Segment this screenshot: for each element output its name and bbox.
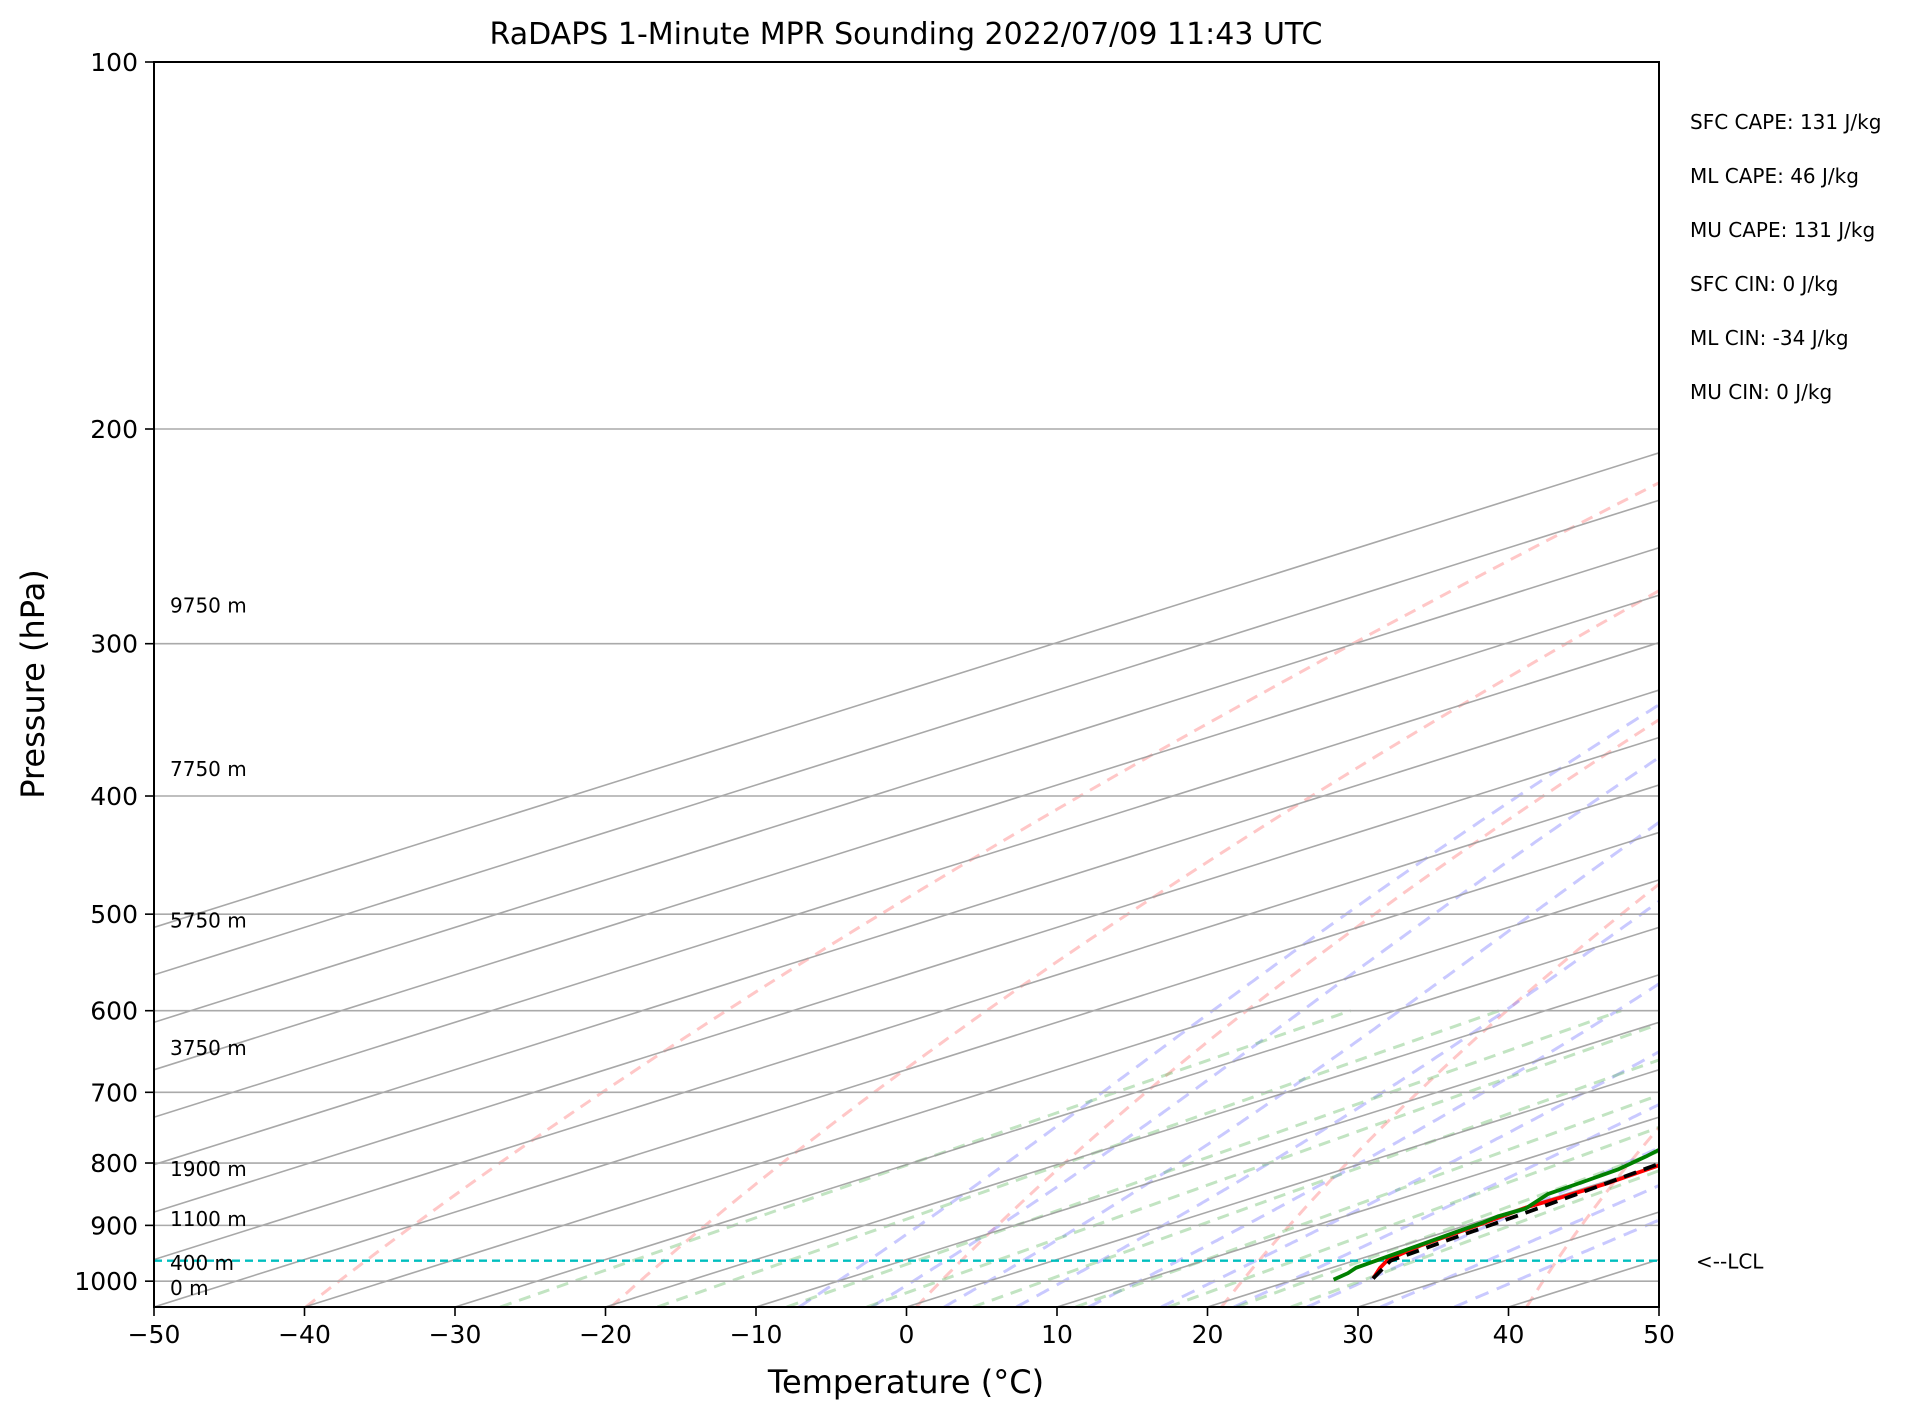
dry-adiabat <box>1525 1125 1659 1307</box>
height-label: 3750 m <box>170 1036 247 1060</box>
moist-adiabat <box>798 703 1659 1307</box>
dry-adiabat <box>304 481 1659 1307</box>
mixing-ratio-line <box>499 1009 1352 1307</box>
isotherm <box>154 784 1659 1261</box>
height-label: 5750 m <box>170 908 247 932</box>
moist-adiabat <box>1306 1146 1659 1307</box>
x-tick-label: −30 <box>429 1320 482 1349</box>
isotherm <box>1207 1163 1659 1307</box>
y-tick-label: 700 <box>90 1078 138 1107</box>
dry-adiabat <box>1832 62 1911 1307</box>
mixing-ratio-line <box>1167 1125 1659 1307</box>
isotherm <box>154 641 1659 1119</box>
y-tick-label: 600 <box>90 997 138 1026</box>
isotherm <box>605 973 1659 1307</box>
height-label: 1900 m <box>170 1157 247 1181</box>
x-tick-label: 50 <box>1643 1320 1675 1349</box>
moist-adiabat <box>870 755 1659 1307</box>
height-label: 9750 m <box>170 593 247 617</box>
isotherm <box>906 1068 1659 1307</box>
mixing-ratio-line <box>786 1009 1622 1307</box>
isotherm <box>755 1021 1659 1307</box>
x-tick-label: 30 <box>1342 1320 1374 1349</box>
y-tick-label: 900 <box>90 1211 138 1240</box>
stat-line: ML CAPE: 46 J/kg <box>1690 164 1859 188</box>
x-tick-label: 0 <box>899 1320 915 1349</box>
y-tick-label: 500 <box>90 900 138 929</box>
moist-adiabat <box>1453 1218 1659 1307</box>
mixing-ratio-line <box>656 1009 1500 1307</box>
mixing-ratio-line <box>1236 1149 1659 1307</box>
stat-line: ML CIN: -34 J/kg <box>1690 326 1849 350</box>
isotherm <box>154 594 1659 1071</box>
dry-adiabat <box>915 717 1659 1307</box>
x-tick-label: −50 <box>128 1320 181 1349</box>
stat-line: SFC CAPE: 131 J/kg <box>1690 110 1881 134</box>
height-label: 400 m <box>170 1251 234 1275</box>
isotherm <box>154 452 1659 929</box>
isotherm <box>1357 1211 1659 1307</box>
parcel-line <box>1371 1161 1659 1280</box>
height-label: 1100 m <box>170 1207 247 1231</box>
isotherm <box>1056 1116 1659 1307</box>
x-axis-label: Temperature (°C) <box>767 1363 1044 1401</box>
isotherm <box>154 689 1659 1166</box>
isotherm <box>1658 1306 1659 1307</box>
x-tick-label: 20 <box>1192 1320 1224 1349</box>
isotherm <box>154 831 1659 1307</box>
moist-adiabat <box>1233 1102 1659 1307</box>
y-tick-label: 200 <box>90 415 138 444</box>
lcl-label: <--LCL <box>1696 1250 1764 1274</box>
y-axis: 100 200 300 400 500 600 700 800 900 1000 <box>74 48 154 1296</box>
x-tick-label: −40 <box>278 1320 331 1349</box>
x-tick-label: −10 <box>730 1320 783 1349</box>
y-tick-label: 300 <box>90 630 138 659</box>
moist-adiabat <box>1380 1183 1659 1307</box>
height-label: 0 m <box>170 1276 209 1300</box>
data-lines <box>154 1147 1659 1282</box>
stats-panel: SFC CAPE: 131 J/kg ML CAPE: 46 J/kg MU CAP… <box>1690 110 1881 404</box>
x-tick-label: −20 <box>579 1320 632 1349</box>
stat-line: MU CIN: 0 J/kg <box>1690 380 1832 404</box>
dewpoint-line <box>1332 1147 1659 1282</box>
mixing-ratio-line <box>1290 1169 1659 1307</box>
isotherm <box>154 546 1659 1024</box>
moist-adiabat <box>1160 1050 1659 1307</box>
chart-title: RaDAPS 1-Minute MPR Sounding 2022/07/09 … <box>490 17 1323 52</box>
moist-adiabat <box>1088 981 1659 1307</box>
moist-adiabat <box>943 820 1659 1307</box>
y-tick-label: 1000 <box>74 1267 138 1296</box>
isotherm <box>154 499 1659 976</box>
stat-line: SFC CIN: 0 J/kg <box>1690 272 1838 296</box>
isotherm <box>154 736 1659 1213</box>
dry-adiabat <box>609 588 1659 1307</box>
isotherm <box>454 926 1659 1307</box>
x-tick-label: 40 <box>1493 1320 1525 1349</box>
y-tick-label: 800 <box>90 1149 138 1178</box>
y-axis-label: Pressure (hPa) <box>14 569 52 799</box>
mixing-ratio-line <box>972 1058 1659 1307</box>
x-tick-label: 10 <box>1041 1320 1073 1349</box>
isotherm <box>1508 1258 1659 1307</box>
y-tick-label: 400 <box>90 782 138 811</box>
x-axis: −50 −40 −30 −20 −10 0 10 20 30 40 50 <box>128 1307 1675 1349</box>
temperature-line <box>1371 1163 1659 1280</box>
y-tick-label: 100 <box>90 48 138 77</box>
isotherm <box>304 879 1659 1307</box>
dry-adiabat <box>1220 882 1659 1307</box>
stat-line: MU CAPE: 131 J/kg <box>1690 218 1875 242</box>
moist-adiabat <box>1015 899 1659 1307</box>
background-lines <box>154 62 1911 1307</box>
height-label: 7750 m <box>170 757 247 781</box>
